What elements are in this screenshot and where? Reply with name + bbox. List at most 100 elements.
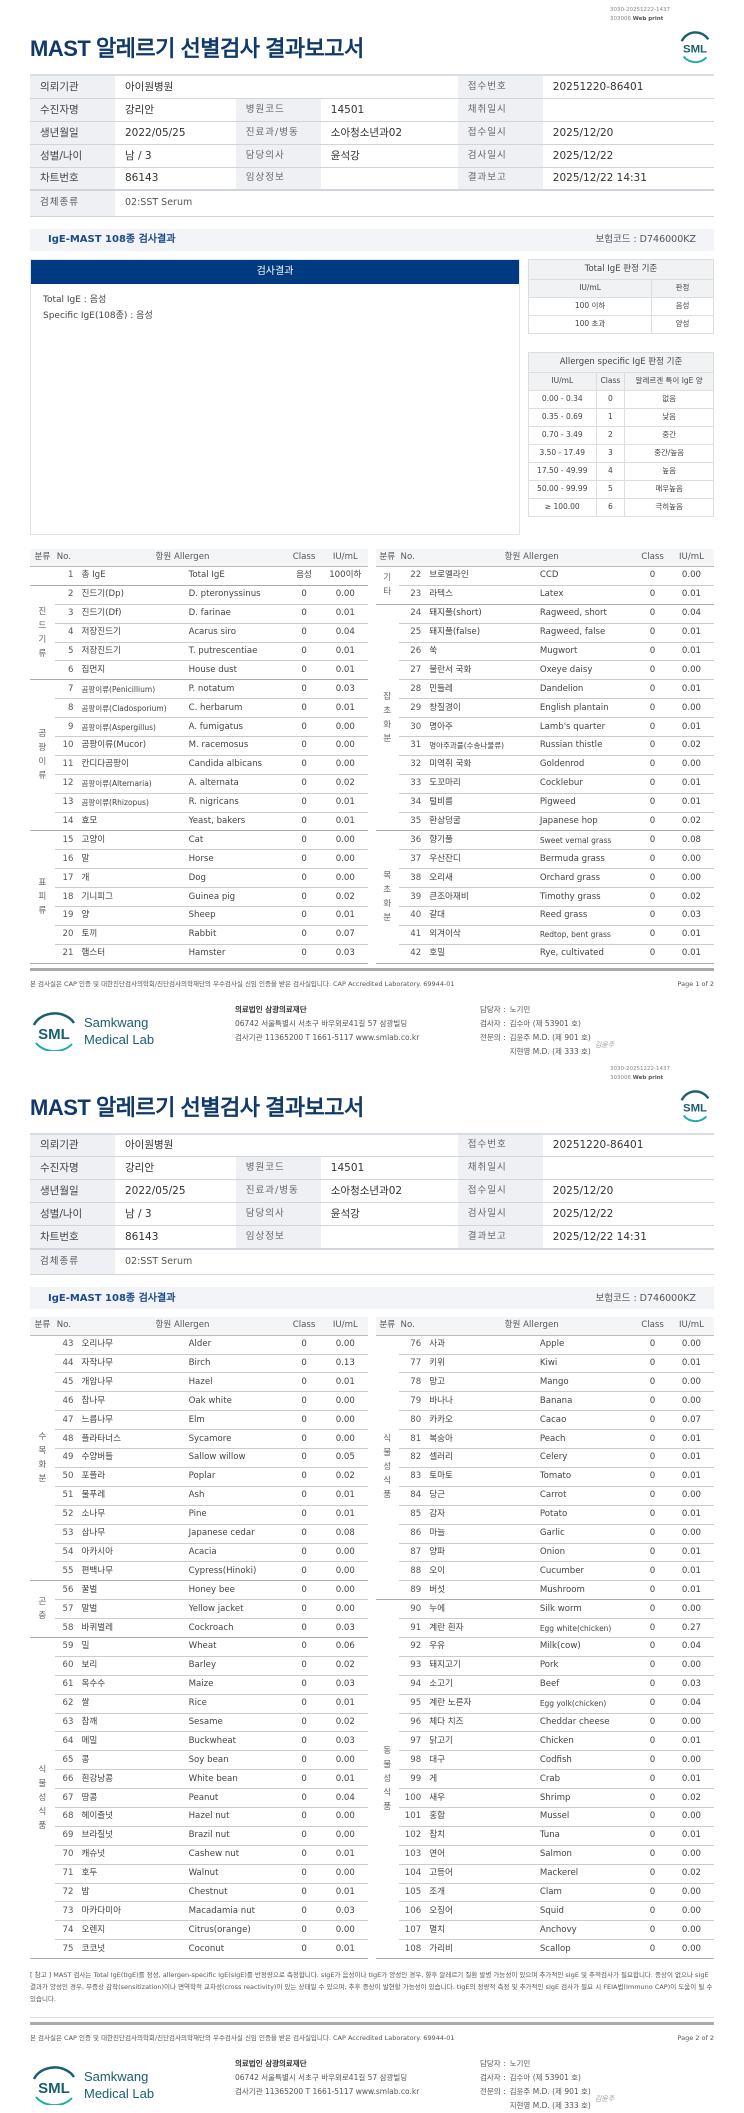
allergen-row: 73 마카다미아 Macadamia nut 0 0.03 (30, 1901, 368, 1922)
allergen-iu: 0.01 (322, 1769, 368, 1790)
allergen-no: 45 (54, 1372, 80, 1393)
allergen-korean: 오렌지 (79, 1920, 187, 1941)
allergen-korean: 곰팡이류(Cladosporium) (79, 698, 187, 719)
allergen-row: 65 콩 Soy bean 0 0.00 (30, 1750, 368, 1771)
section-header: IgE-MAST 108종 검사결과 보험코드 : D746000KZ (30, 228, 714, 251)
info-label: 생년월일 (30, 121, 115, 145)
allergen-iu: 0.03 (668, 1675, 714, 1695)
allergen-no: 42 (398, 944, 428, 964)
allergen-korean: 물푸레 (79, 1486, 187, 1506)
allergen-english: Yellow jacket (186, 1599, 286, 1620)
allergen-korean: 브라질넛 (79, 1826, 187, 1846)
criteria-column-header: IU/mL (527, 278, 653, 298)
specific-ige-criteria-table: Allergen specific IgE 판정 기준 IU/mL Class 알레르… (528, 351, 714, 517)
allergen-iu: 0.01 (668, 1561, 714, 1582)
allergen-korean: 옥수수 (79, 1675, 187, 1695)
allergen-iu: 0.02 (322, 1713, 368, 1733)
info-label: 생년월일 (30, 1179, 115, 1204)
info-label: 검체종류 (30, 189, 115, 217)
allergen-english: Egg white(chicken) (537, 1618, 637, 1638)
allergen-english: White bean (186, 1769, 286, 1790)
allergen-iu: 0.01 (668, 1826, 714, 1846)
allergen-iu: 0.01 (322, 906, 368, 926)
allergen-korean: 쌀 (79, 1694, 187, 1714)
allergen-class: 0 (285, 1467, 323, 1487)
allergen-row: 동물성식품 90 누에 Silk worm 0 0.00 (376, 1599, 714, 1960)
allergen-english: Cocklebur (537, 774, 637, 794)
allergen-english: Sheep (186, 906, 286, 926)
allergen-no: 36 (398, 830, 428, 851)
allergen-no: 72 (54, 1883, 80, 1903)
allergen-no: 23 (398, 585, 428, 605)
info-value: 아이원병원 (115, 1133, 458, 1158)
allergen-iu: 0.08 (668, 830, 714, 851)
allergen-class: 0 (285, 830, 323, 851)
allergen-korean: 땅콩 (79, 1788, 187, 1808)
allergen-english: Sweet vernal grass (537, 830, 637, 851)
info-row: 성별/나이 남 / 3 담당의사 윤석강 검사일시 2025/12/22 (30, 1202, 714, 1227)
allergen-no: 86 (398, 1524, 428, 1544)
allergen-no: 38 (398, 868, 428, 889)
allergen-row: 93 돼지고기 Pork 0 0.00 (376, 1656, 714, 1676)
page-title: MAST 알레르기 선별검사 결과보고서 (30, 36, 364, 61)
allergen-iu: 0.00 (322, 1920, 368, 1941)
allergen-korean: 헤이즐넛 (79, 1807, 187, 1827)
allergen-iu: 0.00 (668, 1599, 714, 1620)
allergen-english: Total IgE (186, 566, 286, 586)
allergen-korean: 셀러리 (427, 1448, 538, 1468)
allergen-no: 17 (54, 868, 80, 889)
allergen-english: Latex (537, 585, 637, 605)
staff-role (480, 1045, 510, 1059)
allergen-iu: 0.00 (668, 566, 714, 586)
allergen-class: 0 (636, 1486, 669, 1506)
allergen-korean: 코코넛 (79, 1939, 187, 1960)
allergen-english: Cheddar cheese (537, 1713, 637, 1733)
info-value: 아이원병원 (115, 75, 458, 99)
allergen-korean: 밀 (79, 1637, 187, 1657)
column-header-class: Class (285, 1317, 323, 1336)
section-header: IgE-MAST 108종 검사결과 보험코드 : D746000KZ (30, 1287, 714, 1310)
column-header-no: No. (54, 1317, 80, 1336)
column-header-category: 분류 (376, 548, 399, 567)
allergen-row: 97 닭고기 Chicken 0 0.01 (376, 1731, 714, 1752)
allergen-no: 27 (398, 660, 428, 681)
staff-role: 전문의 : (480, 1032, 506, 1042)
info-label: 채취일시 (457, 1156, 543, 1181)
allergen-iu: 0.00 (668, 1807, 714, 1827)
allergen-class: 0 (636, 566, 669, 586)
allergen-no: 5 (54, 642, 80, 662)
allergen-row: 83 토마토 Tomato 0 0.01 (376, 1467, 714, 1487)
allergen-class: 0 (636, 1354, 669, 1374)
criteria-cell: 양성 (651, 314, 714, 334)
allergen-iu: 0.02 (668, 1864, 714, 1884)
result-area: 검사결과 Total IgE : 음성 Specific IgE(108종) : … (30, 258, 714, 535)
allergen-korean: 불란서 국화 (427, 660, 538, 681)
allergen-korean: 우산잔디 (427, 849, 538, 870)
staff-name: 김윤주 M.D. (제 901 호) (509, 2087, 591, 2097)
info-row: 검체종류 02:SST Serum (30, 1247, 714, 1276)
allergen-class: 0 (636, 1920, 669, 1941)
allergen-korean: 바나나 (427, 1391, 538, 1412)
allergen-english: Acacia (186, 1543, 286, 1563)
allergen-class: 0 (636, 1826, 669, 1846)
allergen-row: 17 개 Dog 0 0.00 (30, 868, 368, 889)
category-text: 기타 (383, 573, 392, 598)
allergen-english: Tomato (537, 1467, 637, 1487)
allergen-class: 0 (285, 585, 323, 605)
column-header-allergen: 항원 Allergen (79, 1317, 286, 1336)
allergen-class: 0 (636, 1448, 669, 1468)
allergen-korean: 호밀 (427, 944, 538, 964)
allergen-english: Walnut (186, 1864, 286, 1884)
allergen-class: 0 (636, 1731, 669, 1752)
allergen-english: Japanese hop (537, 812, 637, 832)
allergen-korean: 효모 (79, 812, 187, 832)
criteria-cell: ≥ 100.00 (528, 497, 597, 517)
signature: 김윤주 (594, 1040, 615, 1049)
criteria-cell: 5 (595, 479, 626, 499)
category-text: 잡초화분 (383, 691, 392, 744)
allergen-english: Cucumber (537, 1561, 637, 1582)
allergen-row: 84 당근 Carrot 0 0.00 (376, 1486, 714, 1506)
allergen-english: Redtop, bent grass (537, 925, 637, 945)
allergen-class: 0 (636, 1901, 669, 1922)
allergen-english: Sallow willow (186, 1448, 286, 1468)
